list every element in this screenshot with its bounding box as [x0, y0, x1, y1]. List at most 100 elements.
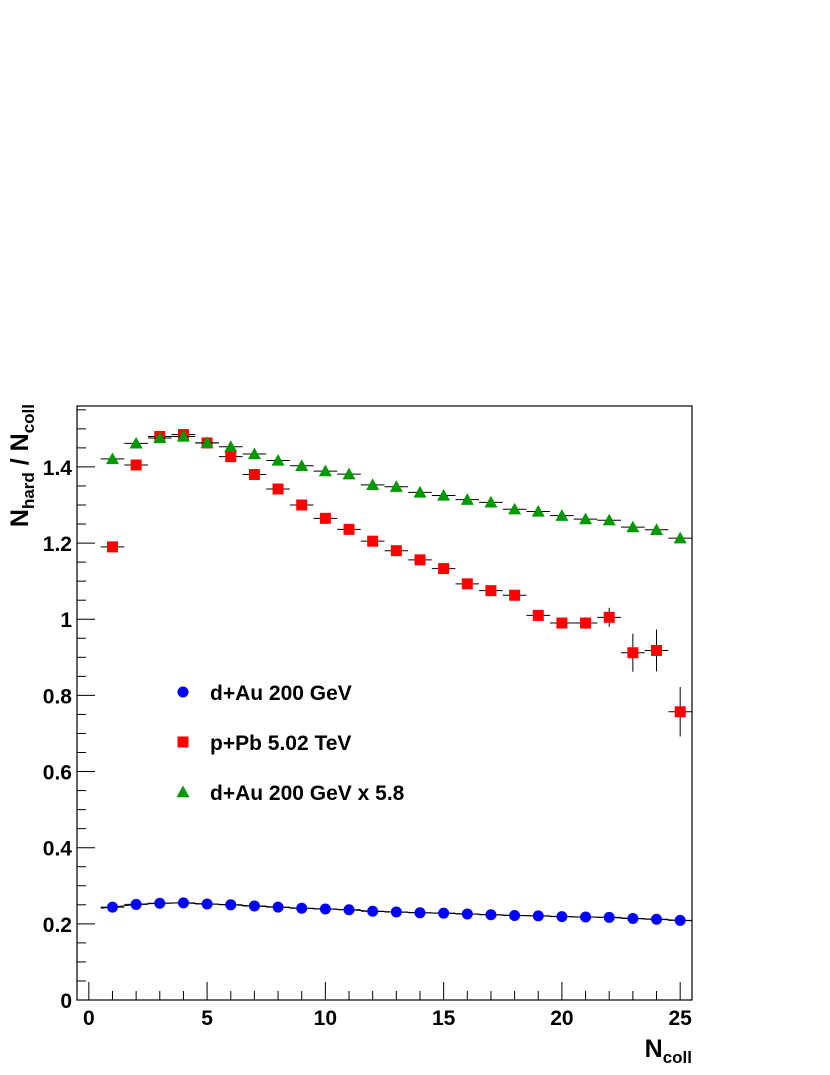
data-point: [651, 644, 663, 656]
legend: d+Au 200 GeV p+Pb 5.02 TeV d+Au 200 GeV x …: [176, 682, 405, 805]
data-point: [272, 483, 284, 495]
data-point: [319, 903, 331, 915]
x-tick-label: 15: [432, 1007, 456, 1030]
data-point: [673, 531, 687, 544]
data-point: [225, 899, 237, 911]
data-point: [484, 495, 498, 508]
axes: 0 5 10 15 20 25 0 0.2 0.4 0.6 0.8 1 1.2 1.4: [43, 405, 693, 1030]
plot-frame: [76, 405, 693, 1001]
data-point: [366, 478, 380, 491]
data-point: [626, 520, 640, 533]
data-point: [508, 502, 522, 515]
data-point: [579, 512, 593, 525]
series-group: [100, 429, 692, 926]
data-point: [130, 459, 142, 471]
data-point: [225, 451, 237, 463]
legend-label-1: d+Au 200 GeV: [210, 682, 352, 705]
x-axis-title-main: N: [645, 1035, 663, 1063]
data-point: [674, 706, 686, 718]
legend-label-2: p+Pb 5.02 TeV: [210, 732, 351, 755]
data-point: [390, 906, 402, 918]
data-point: [248, 900, 260, 912]
data-point: [414, 554, 426, 566]
data-point: [555, 509, 569, 521]
x-tick-label: 20: [550, 1007, 573, 1030]
data-point: [438, 563, 450, 575]
axis-titles: Ncoll Nhard / Ncoll: [6, 404, 692, 1067]
data-point: [106, 901, 118, 913]
data-point: [106, 541, 118, 553]
data-point: [556, 617, 568, 629]
data-point: [509, 909, 521, 921]
data-point: [248, 469, 260, 481]
data-point: [296, 902, 308, 914]
data-point: [438, 907, 450, 919]
data-point: [532, 910, 544, 922]
legend-marker-1: [177, 686, 189, 698]
y-axis-title: Nhard / Ncoll: [6, 404, 38, 527]
legend-marker-2: [177, 736, 189, 748]
series-2: [100, 429, 692, 737]
y-tick-label: 0: [60, 990, 72, 1013]
data-point: [343, 523, 355, 535]
data-point: [674, 914, 686, 926]
x-axis-title-sub: coll: [663, 1048, 692, 1067]
data-point: [389, 480, 403, 492]
data-point: [485, 585, 497, 597]
y-axis-title-sep: /: [6, 451, 34, 472]
data-point: [153, 431, 167, 444]
x-tick-label: 5: [201, 1007, 213, 1030]
y-tick-label: 0.4: [43, 838, 73, 861]
x-tick-label: 10: [314, 1007, 337, 1030]
data-point: [224, 440, 238, 452]
y-tick-label: 0.8: [43, 685, 73, 708]
y-axis-title-main2: N: [6, 433, 34, 451]
data-point: [627, 913, 639, 925]
data-point: [650, 523, 664, 535]
data-point: [318, 464, 332, 477]
data-point: [531, 504, 545, 517]
data-point: [509, 589, 521, 601]
data-point: [272, 901, 284, 913]
data-point: [367, 905, 379, 917]
data-point: [461, 578, 473, 590]
data-point: [296, 499, 308, 511]
data-point: [460, 493, 474, 505]
data-point: [129, 436, 143, 449]
data-point: [414, 907, 426, 919]
y-tick-label: 0.2: [43, 914, 72, 937]
data-point: [176, 429, 190, 442]
data-point: [130, 898, 142, 910]
x-tick-label: 0: [83, 1007, 95, 1030]
data-point: [461, 908, 473, 920]
data-point: [485, 909, 497, 921]
data-point: [343, 904, 355, 916]
data-point: [247, 447, 261, 460]
data-point: [627, 647, 639, 659]
y-tick-label: 0.6: [43, 762, 72, 785]
x-tick-label: 25: [668, 1007, 692, 1030]
data-point: [177, 897, 189, 909]
legend-label-3: d+Au 200 GeV x 5.8: [210, 782, 405, 805]
data-point: [105, 452, 119, 465]
data-point: [201, 898, 213, 910]
legend-marker-3: [176, 785, 190, 798]
y-axis-title-sub2: coll: [19, 404, 38, 433]
data-point: [602, 513, 616, 526]
data-point: [271, 453, 285, 466]
data-point: [580, 911, 592, 923]
series-3: [100, 429, 692, 544]
y-tick-label: 1.4: [43, 457, 73, 480]
data-point: [603, 911, 615, 923]
data-point: [580, 617, 592, 629]
data-point: [532, 609, 544, 621]
data-point: [390, 545, 402, 557]
data-point: [413, 485, 427, 498]
data-point: [342, 467, 356, 480]
data-point: [651, 913, 663, 925]
data-point: [603, 611, 615, 623]
data-point: [367, 535, 379, 547]
y-axis-title-main: N: [6, 509, 34, 527]
data-point: [154, 897, 166, 909]
